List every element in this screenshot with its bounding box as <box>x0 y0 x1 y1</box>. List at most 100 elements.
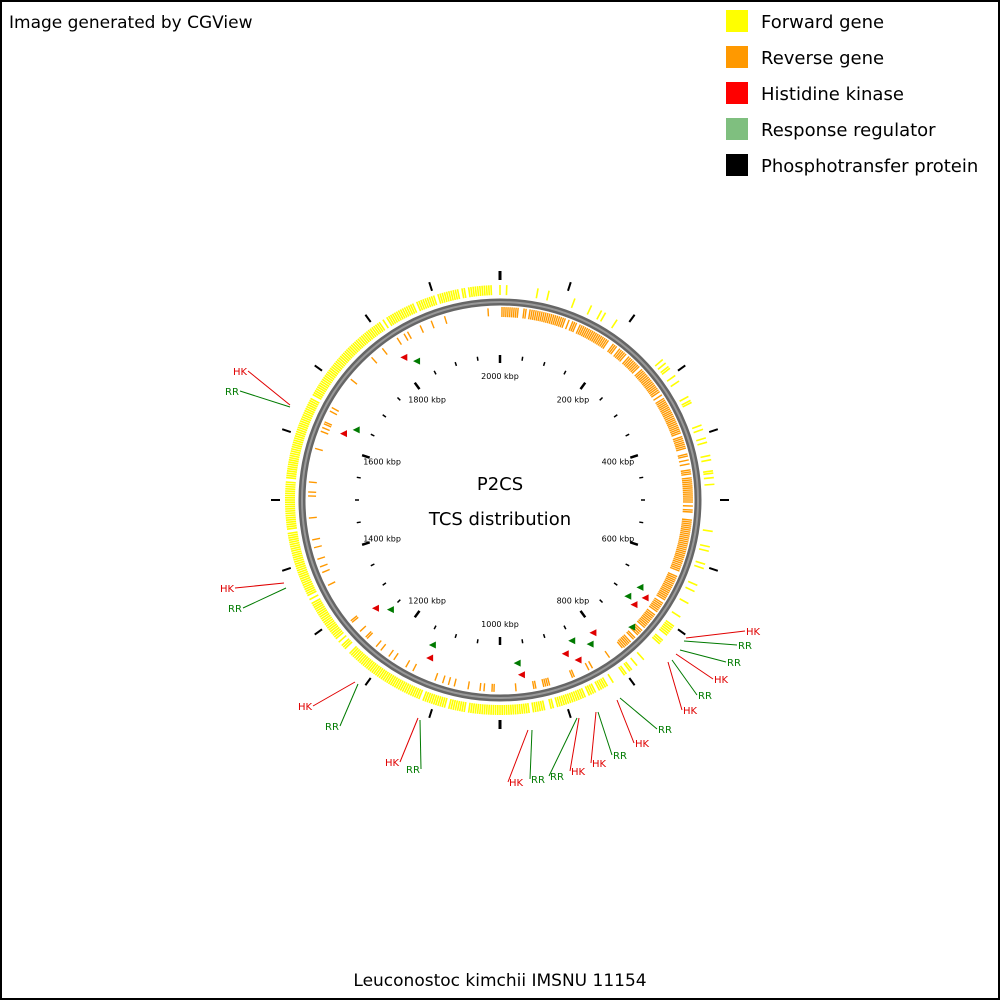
forward-gene <box>326 621 336 629</box>
reverse-gene <box>682 510 693 513</box>
reverse-gene <box>670 430 681 436</box>
reverse-gene <box>673 437 684 443</box>
forward-gene <box>556 696 561 707</box>
forward-gene <box>331 365 340 374</box>
forward-gene <box>509 704 513 715</box>
forward-gene <box>342 639 352 648</box>
reverse-gene <box>671 563 682 568</box>
reverse-gene <box>555 316 561 327</box>
forward-gene <box>467 702 471 713</box>
forward-gene <box>294 560 305 566</box>
forward-gene <box>441 697 446 708</box>
forward-gene <box>286 527 298 530</box>
forward-gene <box>291 445 302 450</box>
reverse-gene <box>321 426 330 432</box>
forward-gene <box>332 628 342 636</box>
forward-gene <box>318 609 328 616</box>
forward-gene <box>304 409 314 416</box>
forward-gene <box>687 580 698 587</box>
forward-gene <box>439 293 444 304</box>
reverse-gene <box>543 678 547 687</box>
reverse-gene <box>671 432 682 437</box>
reverse-gene <box>679 533 690 537</box>
reverse-gene <box>656 399 666 406</box>
ruler-tick <box>361 454 371 459</box>
ruler-tick <box>476 356 479 361</box>
forward-gene <box>319 610 329 618</box>
forward-gene <box>365 331 374 340</box>
reverse-gene <box>626 631 635 640</box>
reverse-gene <box>679 531 691 535</box>
reverse-gene <box>624 358 633 368</box>
reverse-gene <box>617 639 626 648</box>
forward-gene <box>693 428 704 434</box>
forward-gene <box>426 297 432 308</box>
forward-gene <box>331 626 340 635</box>
ruler-tick <box>413 610 421 619</box>
forward-gene <box>527 702 530 714</box>
forward-gene <box>288 537 299 542</box>
reverse-gene <box>665 417 675 423</box>
forward-gene <box>470 286 473 298</box>
forward-gene <box>685 586 695 593</box>
ruler-tick <box>629 541 639 546</box>
forward-gene <box>322 616 333 624</box>
forward-gene <box>456 289 461 300</box>
reverse-gene <box>648 387 658 395</box>
forward-gene <box>572 691 578 702</box>
forward-gene <box>554 697 559 708</box>
reverse-gene <box>617 352 626 361</box>
forward-gene <box>478 704 482 715</box>
legend-swatch <box>726 82 748 104</box>
forward-gene <box>590 683 597 693</box>
forward-gene <box>679 598 689 605</box>
outer-tick <box>677 628 686 636</box>
forward-gene <box>369 662 377 672</box>
forward-gene <box>285 518 296 522</box>
forward-gene <box>376 667 384 678</box>
forward-gene <box>445 291 450 302</box>
tcs-marker <box>386 606 394 614</box>
forward-gene <box>399 681 406 691</box>
forward-gene <box>299 420 310 426</box>
forward-gene <box>285 481 296 484</box>
reverse-gene <box>546 677 551 686</box>
forward-gene <box>329 625 339 633</box>
callout-line <box>312 681 356 707</box>
forward-gene <box>432 295 438 306</box>
reverse-gene <box>662 582 673 589</box>
forward-gene <box>391 313 399 323</box>
forward-gene <box>535 288 539 299</box>
reverse-gene <box>434 672 439 681</box>
reverse-gene <box>627 361 636 370</box>
reverse-gene <box>584 662 590 671</box>
reverse-gene <box>655 397 665 405</box>
forward-gene <box>700 454 711 459</box>
reverse-gene <box>658 590 668 598</box>
callout-line <box>569 717 580 772</box>
reverse-gene <box>662 411 673 418</box>
forward-gene <box>307 590 317 597</box>
forward-gene <box>397 680 404 690</box>
forward-gene <box>422 298 428 309</box>
reverse-gene <box>537 311 541 322</box>
callout-line <box>619 697 658 730</box>
forward-gene <box>458 701 463 712</box>
forward-gene <box>384 672 391 682</box>
forward-gene <box>298 422 309 428</box>
ruler-tick <box>613 414 618 418</box>
reverse-gene <box>570 321 576 332</box>
callout-label: RR <box>727 658 741 669</box>
forward-gene <box>332 364 342 372</box>
forward-gene <box>439 696 444 707</box>
reverse-gene <box>527 309 531 320</box>
forward-gene <box>362 333 370 343</box>
ruler-tick <box>413 381 421 390</box>
forward-gene <box>418 689 424 700</box>
reverse-gene <box>319 563 328 568</box>
forward-gene <box>357 653 366 662</box>
ruler-tick <box>433 370 437 375</box>
ruler-label: 1800 kbp <box>408 396 446 405</box>
callout-label: HK <box>385 758 400 769</box>
